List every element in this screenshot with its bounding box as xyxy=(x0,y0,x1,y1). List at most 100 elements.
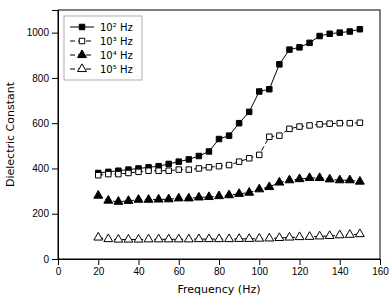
point xyxy=(226,162,231,167)
x-tick: 0 xyxy=(56,259,62,277)
legend-marker xyxy=(79,38,84,43)
point xyxy=(124,234,133,242)
x-tick-mark xyxy=(340,259,341,265)
x-tick-mark xyxy=(300,259,301,265)
point xyxy=(317,33,322,38)
point xyxy=(275,233,284,241)
point xyxy=(114,234,123,242)
legend-item: 10⁵ Hz xyxy=(70,64,133,75)
plot: 0204060801001201401600200400600800100010… xyxy=(27,10,390,277)
x-tick: 120 xyxy=(292,259,309,277)
point xyxy=(345,230,354,238)
legend-label: 10⁵ Hz xyxy=(100,64,133,75)
point xyxy=(327,121,332,126)
y-tick-label: 800 xyxy=(32,73,49,84)
point xyxy=(114,197,123,205)
point xyxy=(257,89,262,94)
chart: 0204060801001201401600200400600800100010… xyxy=(0,0,392,299)
point xyxy=(257,152,262,157)
legend-label: 10⁴ Hz xyxy=(100,50,133,61)
y-axis: 02004006008001000 xyxy=(27,11,59,265)
point xyxy=(164,234,173,242)
point xyxy=(285,175,294,183)
point xyxy=(144,234,153,242)
point xyxy=(315,173,324,181)
legend-box xyxy=(64,16,142,80)
y-tick: 400 xyxy=(32,163,58,174)
point xyxy=(205,192,214,200)
y-tick: 200 xyxy=(32,208,58,219)
point xyxy=(186,157,191,162)
point xyxy=(317,122,322,127)
y-tick-mark xyxy=(52,123,58,124)
point xyxy=(196,153,201,158)
point xyxy=(337,120,342,125)
point xyxy=(216,136,221,141)
y-tick-label: 200 xyxy=(32,208,49,219)
point xyxy=(116,171,121,176)
x-tick: 20 xyxy=(93,259,105,277)
point xyxy=(94,232,103,240)
point xyxy=(295,232,304,240)
point xyxy=(357,120,362,125)
x-tick-label: 80 xyxy=(214,266,226,277)
point xyxy=(235,189,244,197)
y-axis-title: Dielectric Constant xyxy=(4,81,17,187)
y-tick-mark xyxy=(52,214,58,215)
point xyxy=(297,45,302,50)
point xyxy=(305,173,314,181)
point xyxy=(277,133,282,138)
y-tick-mark xyxy=(52,33,58,34)
point xyxy=(245,188,254,196)
x-tick-label: 140 xyxy=(332,266,349,277)
point xyxy=(206,165,211,170)
point xyxy=(216,163,221,168)
point xyxy=(347,29,352,34)
point xyxy=(355,176,364,184)
point xyxy=(355,229,364,237)
point xyxy=(255,184,264,192)
plot-frame xyxy=(58,10,380,259)
legend-marker xyxy=(78,50,87,58)
x-tick: 40 xyxy=(133,259,145,277)
point xyxy=(327,31,332,36)
point xyxy=(134,234,143,242)
legend-item: 10³ Hz xyxy=(70,36,133,47)
legend-item: 10⁴ Hz xyxy=(70,50,133,61)
legend-label: 10³ Hz xyxy=(100,36,133,47)
point xyxy=(106,171,111,176)
point xyxy=(255,234,264,242)
point xyxy=(236,120,241,125)
y-tick-label: 1000 xyxy=(27,27,50,38)
point xyxy=(357,27,362,32)
point xyxy=(337,30,342,35)
point xyxy=(104,234,113,242)
point xyxy=(206,149,211,154)
point xyxy=(196,166,201,171)
legend-label: 10² Hz xyxy=(100,22,133,33)
point xyxy=(124,196,133,204)
x-tick-label: 20 xyxy=(93,266,105,277)
point xyxy=(146,168,151,173)
x-tick-label: 160 xyxy=(372,266,389,277)
legend: 10² Hz 10³ Hz 10⁴ Hz 10⁵ Hz xyxy=(64,16,142,80)
point xyxy=(134,195,143,203)
point xyxy=(184,234,193,242)
point xyxy=(246,156,251,161)
y-tick-label: 0 xyxy=(43,254,49,265)
point xyxy=(144,195,153,203)
legend-marker xyxy=(79,24,84,29)
x-tick-label: 40 xyxy=(133,266,145,277)
point xyxy=(96,173,101,178)
point xyxy=(347,120,352,125)
point xyxy=(184,193,193,201)
x-tick-mark xyxy=(219,259,220,265)
point xyxy=(245,234,254,242)
y-axis-line xyxy=(52,11,59,260)
series-line xyxy=(98,123,360,176)
point xyxy=(265,182,274,190)
point xyxy=(236,159,241,164)
point xyxy=(164,194,173,202)
point xyxy=(307,123,312,128)
point xyxy=(305,232,314,240)
